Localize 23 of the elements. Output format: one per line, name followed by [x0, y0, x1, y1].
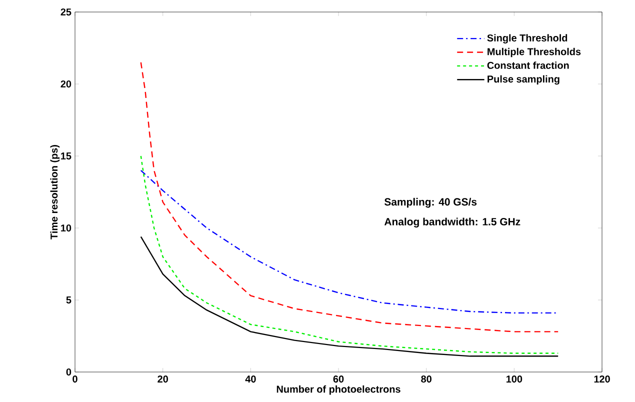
y-tick-label: 0 — [66, 368, 72, 376]
legend-label: Constant fraction — [487, 62, 569, 69]
x-axis-title: Number of photoelectrons — [276, 385, 400, 395]
legend-label: Pulse sampling — [488, 75, 560, 85]
x-tick-label: 100 — [506, 376, 522, 383]
y-tick-label: 10 — [61, 224, 72, 232]
x-tick-label: 60 — [333, 376, 344, 383]
legend-label: Single Threshold — [487, 34, 568, 44]
line-series — [140, 155, 559, 354]
y-tick-label: 20 — [60, 80, 72, 88]
x-tick-label: 0 — [72, 376, 78, 383]
x-tick-label: 20 — [158, 376, 168, 383]
annotation: Analog bandwidth: 1.5 GHz — [384, 218, 520, 228]
x-tick-label: 80 — [421, 376, 432, 383]
legend-label: Multiple Thresholds — [488, 48, 581, 58]
x-tick-label: 40 — [245, 376, 256, 383]
y-tick-label: 25 — [60, 8, 72, 16]
y-tick-label: 5 — [66, 296, 72, 304]
line-series — [140, 170, 559, 314]
y-axis-title: Time resolution (ps) — [50, 144, 60, 240]
y-tick-label: 15 — [61, 152, 72, 160]
annotation: Sampling: 40 GS/s — [384, 198, 477, 208]
x-tick-label: 120 — [594, 376, 610, 383]
